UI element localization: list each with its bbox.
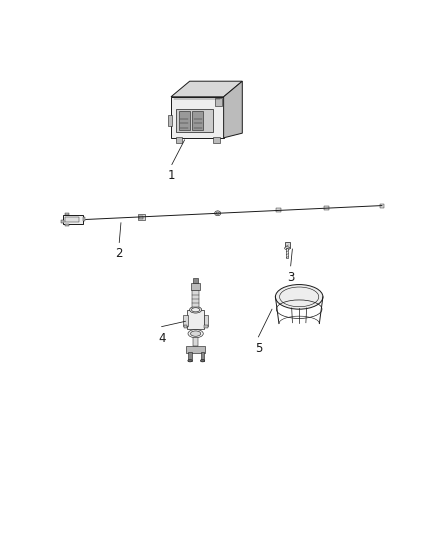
Bar (63, 215, 83, 224)
Bar (65, 216, 78, 222)
Bar (186, 346, 205, 353)
Bar (204, 314, 208, 326)
Bar (138, 214, 145, 220)
Bar (324, 206, 328, 210)
Bar (184, 325, 187, 328)
Text: 1: 1 (168, 169, 176, 182)
Polygon shape (224, 81, 242, 138)
Ellipse shape (200, 359, 205, 362)
Bar (192, 290, 199, 306)
Bar (380, 204, 385, 207)
Bar (213, 137, 219, 143)
Bar (187, 310, 204, 329)
Polygon shape (171, 97, 224, 138)
Bar (168, 115, 172, 126)
Bar (179, 111, 190, 130)
Bar (192, 111, 203, 130)
Ellipse shape (188, 329, 203, 338)
Bar (285, 243, 290, 248)
Bar (276, 208, 281, 213)
Polygon shape (171, 81, 242, 97)
Bar (286, 248, 288, 259)
Text: 2: 2 (116, 247, 123, 261)
Ellipse shape (190, 306, 202, 313)
Bar (193, 278, 198, 282)
Bar (65, 224, 69, 227)
Text: 3: 3 (287, 271, 294, 284)
Bar (139, 216, 143, 219)
Bar (188, 352, 192, 361)
Ellipse shape (215, 211, 221, 216)
Ellipse shape (191, 308, 200, 312)
Bar (184, 314, 188, 326)
Ellipse shape (276, 285, 323, 309)
Ellipse shape (188, 359, 192, 362)
Bar (201, 352, 204, 361)
Bar (65, 213, 69, 215)
Text: 4: 4 (158, 332, 166, 344)
Bar (83, 217, 85, 221)
Bar (215, 99, 222, 106)
Bar (61, 220, 64, 223)
Ellipse shape (279, 287, 319, 306)
Bar (205, 325, 208, 328)
Bar (176, 137, 182, 143)
Ellipse shape (285, 247, 290, 249)
Text: 5: 5 (255, 342, 262, 355)
Ellipse shape (216, 212, 219, 214)
Bar (191, 282, 200, 290)
Ellipse shape (191, 331, 201, 336)
Bar (176, 109, 213, 132)
Bar (193, 334, 198, 346)
